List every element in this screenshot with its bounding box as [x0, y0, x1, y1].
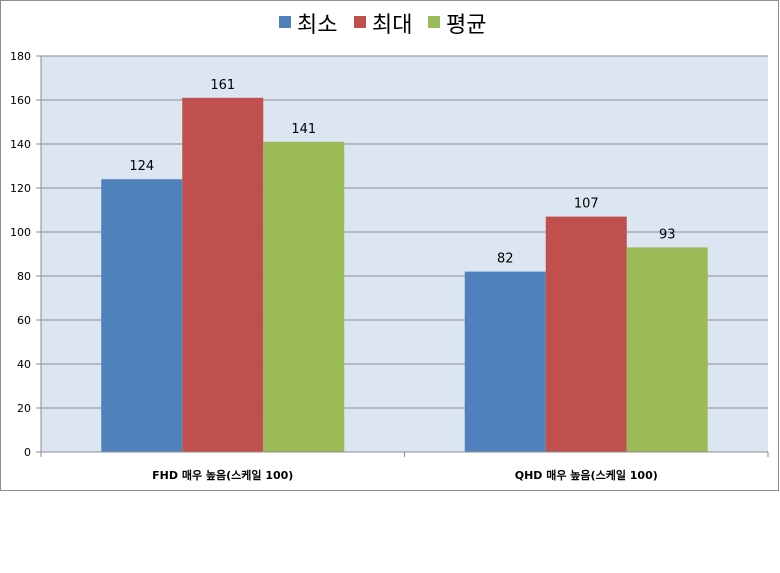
data-label: 141	[291, 122, 316, 137]
data-label: 124	[129, 159, 154, 174]
bar-1-1	[101, 179, 183, 452]
legend-label: 평균	[446, 13, 486, 38]
data-label: 161	[210, 78, 235, 93]
y-tick-label: 120	[10, 182, 31, 195]
data-label: 82	[497, 252, 514, 267]
y-tick-label: 0	[24, 446, 31, 459]
y-tick-label: 80	[17, 270, 31, 283]
bar-3-1	[263, 141, 345, 453]
legend-swatch	[354, 16, 366, 28]
bar-3-2	[626, 247, 708, 452]
legend-label: 최소	[297, 13, 337, 38]
y-axis: 0 20 40 60 80 100 120 140 160 180	[10, 50, 42, 459]
data-label: 107	[574, 197, 599, 212]
chart-frame: 0 20 40 60 80 100 120 140 160 180 124 161 141 82 107 9…	[0, 0, 779, 491]
bar-2-1	[182, 97, 264, 453]
x-category-label: FHD 매우 높음(스케일 100)	[152, 468, 293, 482]
y-tick-label: 20	[17, 402, 31, 415]
y-tick-label: 140	[10, 138, 31, 151]
legend: 최소 최대 평균	[279, 13, 486, 38]
y-tick-label: 160	[10, 94, 31, 107]
bar-chart: 0 20 40 60 80 100 120 140 160 180 124 161 141 82 107 9…	[10, 13, 769, 482]
y-tick-label: 180	[10, 50, 31, 63]
bar-1-2	[464, 271, 546, 452]
bar-2-2	[545, 216, 627, 452]
bars: 124 161 141 82 107 93	[101, 78, 708, 453]
legend-swatch	[428, 16, 440, 28]
x-axis: FHD 매우 높음(스케일 100) QHD 매우 높음(스케일 100)	[40, 451, 769, 482]
y-tick-label: 40	[17, 358, 31, 371]
y-tick-label: 100	[10, 226, 31, 239]
data-label: 93	[659, 227, 676, 242]
x-category-label: QHD 매우 높음(스케일 100)	[515, 468, 658, 482]
legend-swatch	[279, 16, 291, 28]
y-tick-label: 60	[17, 314, 31, 327]
legend-label: 최대	[372, 13, 412, 38]
